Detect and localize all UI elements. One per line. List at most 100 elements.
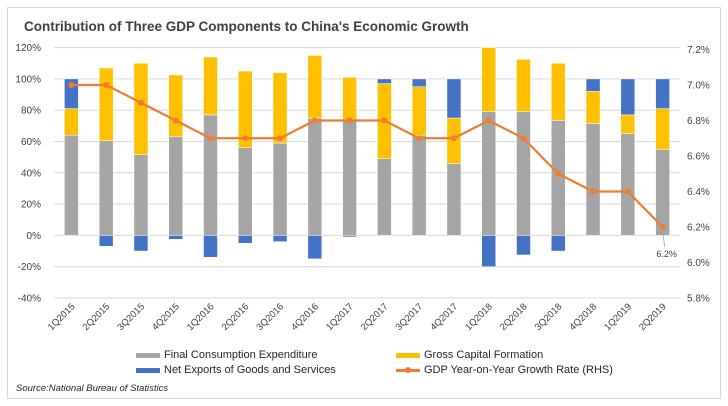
bar-consumption — [64, 134, 79, 236]
legend-item-net-exports: Net Exports of Goods and Services — [136, 364, 336, 376]
legend-swatch-growth — [396, 366, 420, 373]
bar-capital-formation — [411, 86, 427, 136]
x-tick-label: 1Q2019 — [602, 301, 634, 333]
growth-rate-point — [277, 135, 284, 142]
growth-rate-point — [137, 99, 144, 106]
y-left-tick-label: 0% — [27, 231, 42, 242]
x-tick-label: 1Q2016 — [185, 301, 217, 333]
legend-label-growth: GDP Year-on-Year Growth Rate (RHS) — [424, 364, 613, 376]
y-right-tick-label: 6.4% — [687, 187, 710, 198]
y-left-tick-label: -20% — [18, 262, 41, 273]
bar-capital-formation — [133, 63, 149, 155]
bar-consumption — [481, 111, 496, 236]
bar-capital-formation — [620, 114, 636, 134]
bar-consumption — [620, 133, 636, 236]
bar-net-exports — [133, 235, 149, 252]
growth-rate-point — [172, 117, 179, 124]
x-tick-label: 4Q2018 — [567, 301, 599, 333]
growth-rate-point — [450, 135, 457, 142]
bar-net-exports — [342, 235, 357, 238]
growth-rate-point — [520, 135, 527, 142]
y-left-tick-label: 100% — [15, 74, 41, 85]
x-tick-label: 4Q2015 — [150, 301, 182, 333]
bar-consumption — [272, 142, 288, 236]
x-tick-label: 4Q2016 — [289, 301, 321, 333]
x-tick-label: 3Q2015 — [115, 301, 147, 333]
y-right-tick-label: 6.0% — [687, 258, 710, 269]
growth-rate-point — [242, 135, 249, 142]
growth-rate-point — [555, 170, 562, 177]
x-tick-label: 3Q2017 — [394, 301, 426, 333]
bar-net-exports — [446, 78, 462, 119]
bar-net-exports — [585, 78, 601, 92]
x-tick-label: 3Q2018 — [533, 301, 565, 333]
bar-consumption — [238, 147, 253, 236]
y-left-tick-label: 120% — [15, 43, 41, 54]
bar-capital-formation — [655, 108, 670, 150]
bar-capital-formation — [481, 47, 496, 113]
bar-consumption — [168, 136, 183, 236]
bar-capital-formation — [307, 55, 323, 119]
growth-rate-point — [624, 188, 631, 195]
source-note: Source:National Bureau of Statistics — [16, 383, 169, 394]
bar-consumption — [307, 117, 323, 236]
bar-net-exports — [203, 235, 218, 258]
y-left-tick-label: 20% — [21, 200, 41, 211]
x-tick-label: 1Q2015 — [46, 301, 78, 333]
bar-net-exports — [168, 235, 183, 240]
bar-consumption — [203, 114, 218, 236]
growth-rate-point — [659, 224, 666, 230]
y-right-tick-label: 6.2% — [687, 223, 710, 234]
bar-capital-formation — [168, 74, 183, 138]
growth-rate-point — [416, 135, 423, 142]
bar-capital-formation — [98, 67, 114, 141]
bar-net-exports — [64, 78, 79, 109]
y-right-tick-label: 6.6% — [687, 152, 710, 163]
x-tick-label: 1Q2018 — [463, 301, 495, 333]
bar-capital-formation — [203, 56, 218, 116]
bar-net-exports — [377, 78, 392, 84]
annotation-leader — [662, 229, 666, 248]
growth-rate-point — [381, 117, 388, 124]
bar-net-exports — [516, 235, 531, 256]
bar-capital-formation — [585, 91, 601, 124]
x-tick-label: 2Q2018 — [498, 301, 530, 333]
y-right-tick-label: 5.8% — [687, 294, 710, 305]
bar-consumption — [585, 123, 601, 236]
bar-net-exports — [98, 235, 114, 247]
bar-capital-formation — [551, 63, 566, 121]
bar-consumption — [551, 120, 566, 236]
y-right-tick-label: 7.2% — [687, 45, 710, 56]
legend-item-consumption: Final Consumption Expenditure — [136, 349, 317, 361]
x-tick-label: 4Q2017 — [428, 301, 460, 333]
bar-net-exports — [238, 235, 253, 244]
bar-capital-formation — [516, 59, 531, 113]
y-right-tick-label: 7.0% — [687, 81, 710, 92]
legend-item-growth: GDP Year-on-Year Growth Rate (RHS) — [396, 364, 613, 376]
y-left-tick-label: -40% — [18, 294, 41, 305]
growth-rate-point — [311, 117, 318, 124]
bar-capital-formation — [342, 77, 357, 120]
growth-rate-point — [590, 188, 597, 195]
legend-label-consumption: Final Consumption Expenditure — [164, 349, 318, 361]
growth-rate-point — [68, 82, 75, 88]
bar-consumption — [133, 154, 149, 236]
growth-rate-point — [103, 82, 110, 88]
x-tick-label: 2Q2019 — [637, 301, 669, 333]
x-tick-label: 2Q2017 — [359, 301, 391, 333]
legend-label-capital: Gross Capital Formation — [424, 349, 544, 361]
x-tick-label: 2Q2016 — [220, 301, 252, 333]
bar-net-exports — [655, 78, 670, 109]
legend-swatch-consumption — [136, 352, 160, 358]
y-left-tick-label: 40% — [21, 168, 41, 179]
bar-capital-formation — [238, 70, 253, 149]
y-left-tick-label: 80% — [21, 106, 41, 117]
bar-consumption — [516, 111, 531, 236]
growth-rate-point — [207, 135, 214, 142]
bar-net-exports — [272, 235, 288, 242]
bar-consumption — [446, 163, 462, 236]
bar-consumption — [98, 140, 114, 236]
bar-net-exports — [481, 235, 496, 267]
bar-net-exports — [551, 235, 566, 252]
